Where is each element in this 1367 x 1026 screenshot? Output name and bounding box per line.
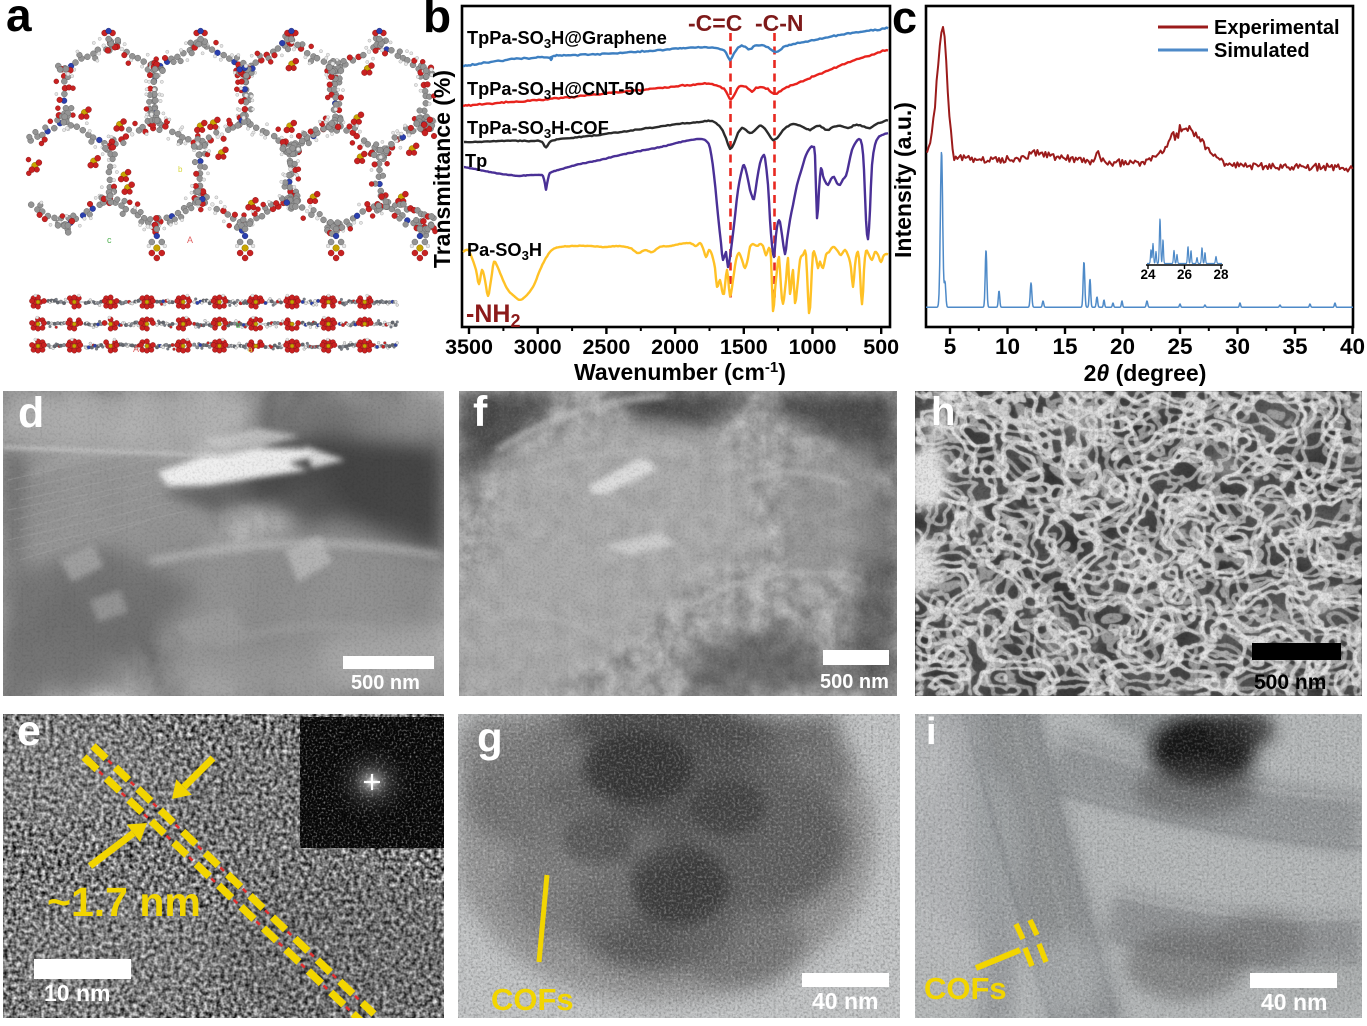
svg-text:c: c — [107, 235, 112, 245]
svg-text:15: 15 — [1052, 334, 1077, 359]
svg-text:10 nm: 10 nm — [44, 980, 110, 1006]
svg-text:2500: 2500 — [582, 335, 630, 359]
svg-text:35: 35 — [1282, 334, 1307, 359]
svg-text:40: 40 — [1340, 334, 1365, 359]
svg-text:TpPa-SO3H-COF: TpPa-SO3H-COF — [467, 118, 609, 141]
svg-text:5: 5 — [944, 334, 957, 359]
svg-text:Pa-SO3H: Pa-SO3H — [467, 240, 542, 263]
svg-text:-C-N: -C-N — [755, 10, 804, 36]
svg-text:A: A — [133, 344, 139, 354]
svg-text:2000: 2000 — [651, 335, 699, 359]
svg-text:20: 20 — [1110, 334, 1135, 359]
svg-text:40 nm: 40 nm — [812, 988, 878, 1014]
svg-text:a: a — [6, 0, 32, 41]
svg-text:10: 10 — [995, 334, 1020, 359]
svg-text:Tp: Tp — [465, 151, 487, 171]
svg-text:g: g — [477, 714, 503, 761]
svg-text:d: d — [18, 389, 44, 437]
svg-text:b: b — [423, 0, 451, 42]
svg-text:500: 500 — [863, 335, 899, 359]
svg-text:28: 28 — [1213, 267, 1229, 282]
svg-text:c: c — [892, 0, 917, 43]
svg-text:26: 26 — [1177, 267, 1193, 282]
svg-text:a: a — [248, 345, 253, 354]
svg-text:A: A — [187, 235, 193, 245]
svg-text:TpPa-SO3H@Graphene: TpPa-SO3H@Graphene — [467, 28, 667, 51]
svg-text:3500: 3500 — [445, 335, 493, 359]
svg-text:Intensity (a.u.): Intensity (a.u.) — [890, 102, 916, 258]
svg-text:40 nm: 40 nm — [1261, 989, 1327, 1015]
svg-text:b: b — [178, 165, 183, 174]
svg-text:24: 24 — [1140, 267, 1156, 282]
svg-text:e: e — [17, 707, 41, 755]
svg-text:~1.7 nm: ~1.7 nm — [47, 879, 201, 925]
svg-text:b: b — [236, 321, 241, 330]
svg-text:Simulated: Simulated — [1214, 40, 1310, 62]
svg-text:500 nm: 500 nm — [1254, 671, 1326, 694]
svg-text:1000: 1000 — [789, 335, 837, 359]
svg-text:Experimental: Experimental — [1214, 17, 1340, 39]
svg-text:Transmittance (%): Transmittance (%) — [429, 70, 455, 268]
svg-text:TpPa-SO3H@CNT-50: TpPa-SO3H@CNT-50 — [467, 79, 645, 102]
svg-text:500 nm: 500 nm — [351, 672, 420, 694]
svg-text:Wavenumber (cm-1): Wavenumber (cm-1) — [574, 359, 786, 386]
svg-text:COFs: COFs — [924, 971, 1007, 1006]
svg-text:25: 25 — [1167, 334, 1192, 359]
svg-text:2θ (degree): 2θ (degree) — [1084, 360, 1207, 386]
svg-text:h: h — [931, 390, 955, 434]
svg-text:COFs: COFs — [491, 982, 574, 1017]
svg-text:-C=C: -C=C — [688, 10, 742, 36]
svg-text:i: i — [926, 711, 937, 753]
svg-text:500 nm: 500 nm — [820, 671, 889, 693]
svg-text:f: f — [473, 388, 488, 436]
svg-text:30: 30 — [1225, 334, 1250, 359]
svg-text:1500: 1500 — [720, 335, 768, 359]
svg-text:3000: 3000 — [514, 335, 562, 359]
